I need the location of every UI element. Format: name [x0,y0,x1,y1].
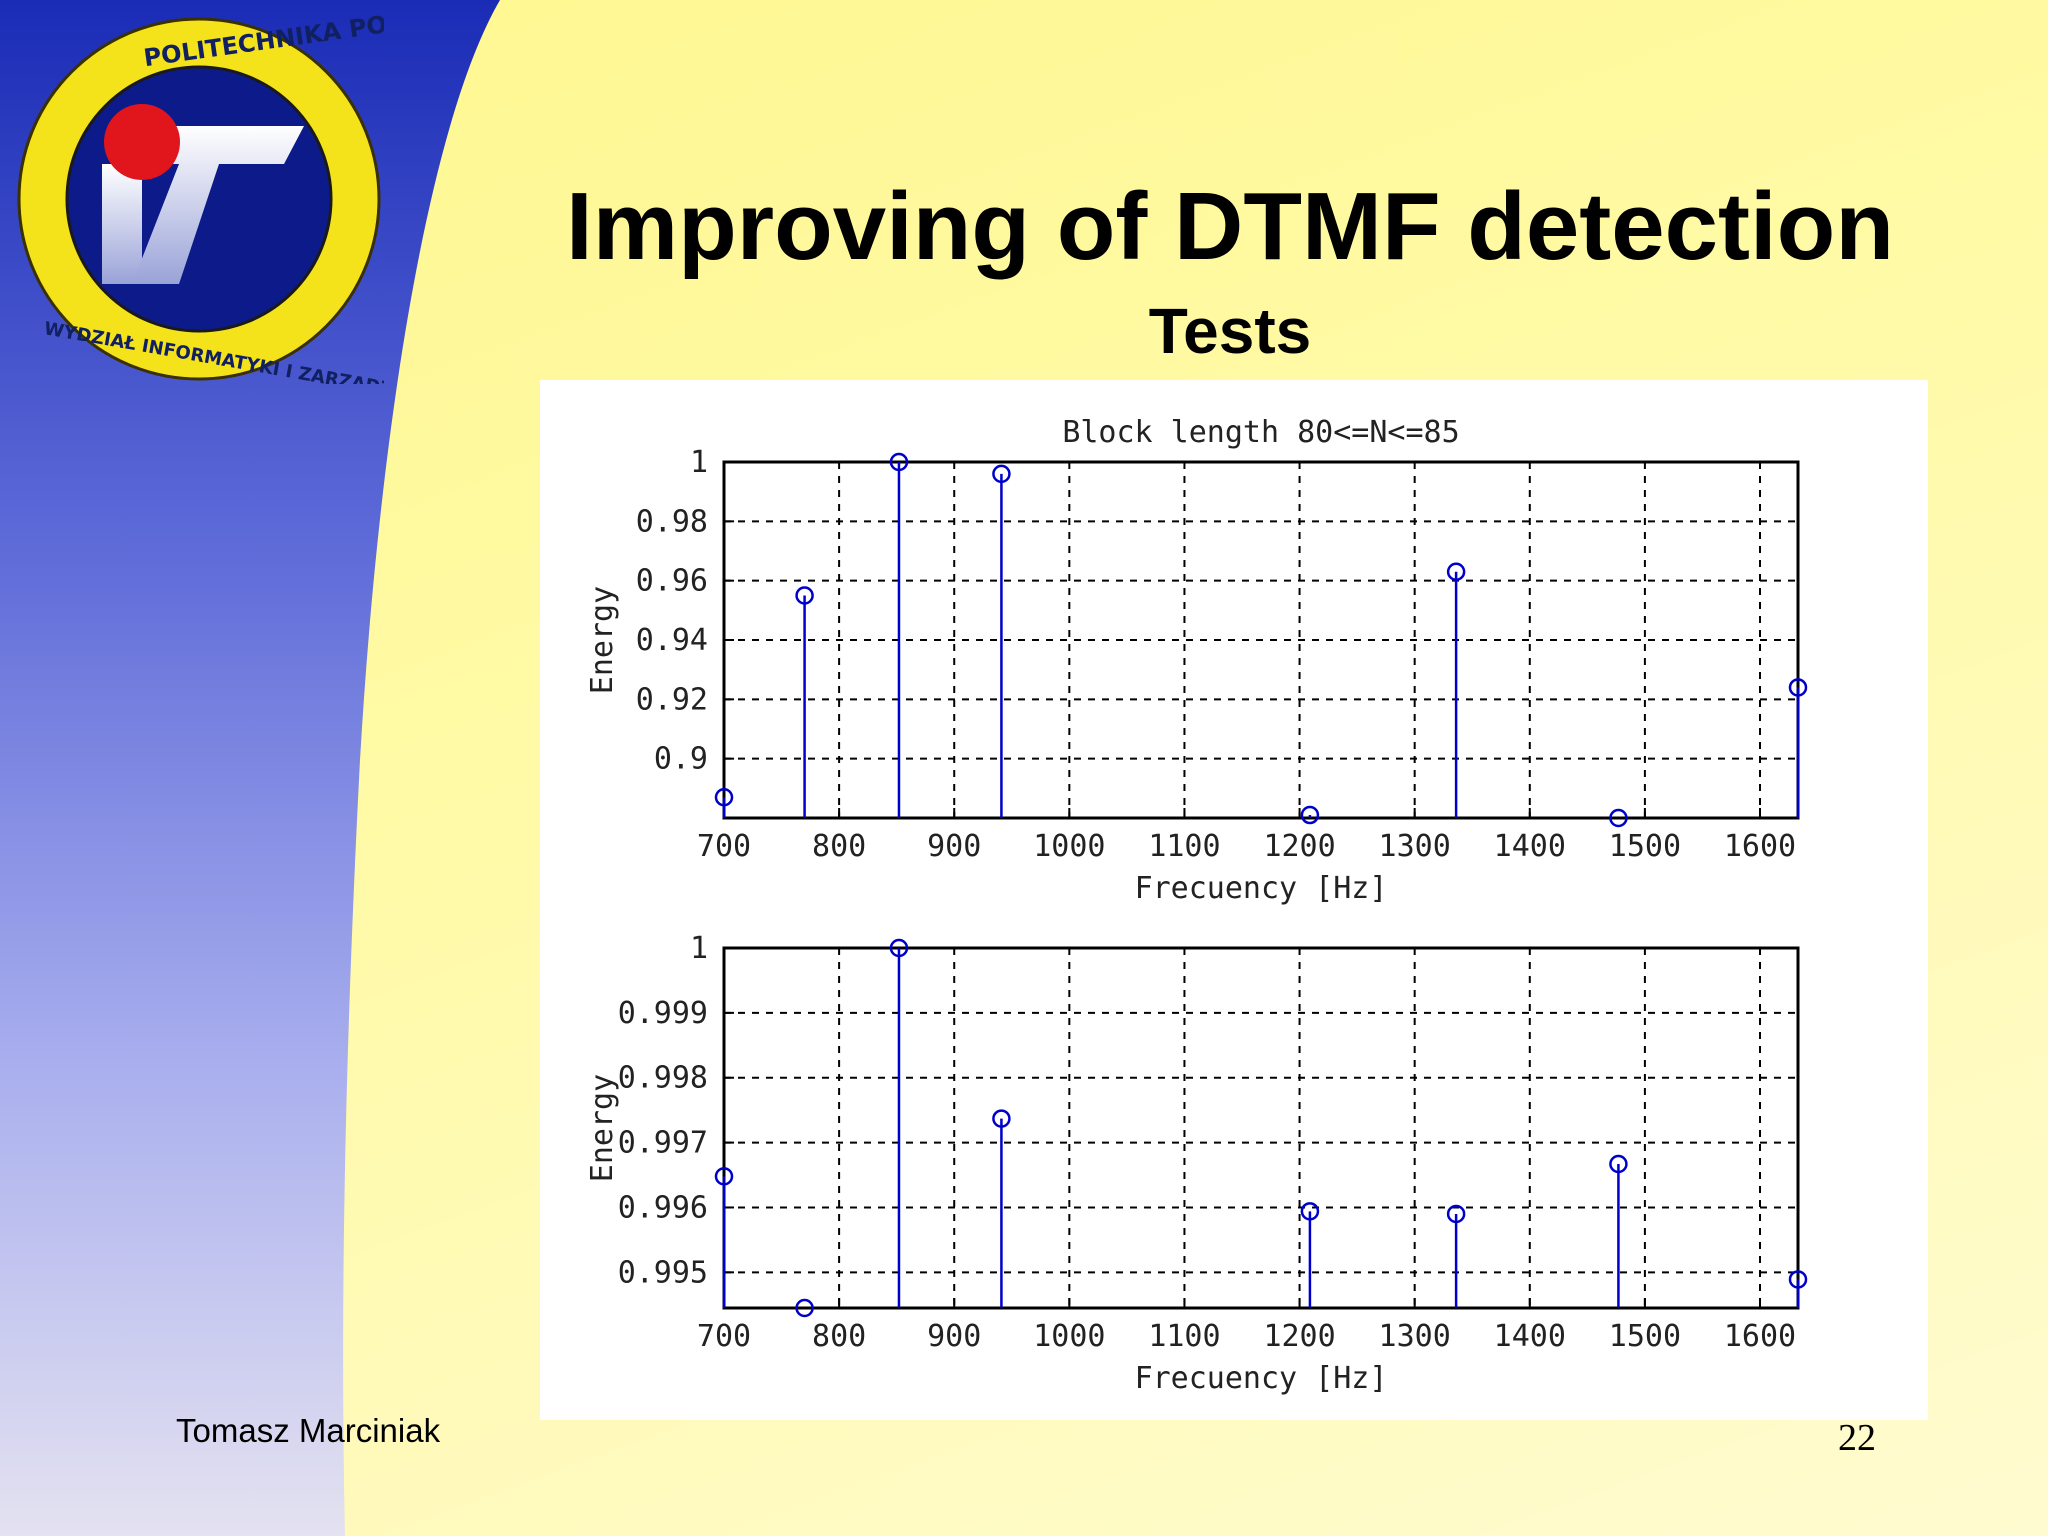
panel1-stem-marker [1609,808,1628,828]
panel1-x-tick-label: 1300 [1379,829,1451,864]
panel1-y-tick-label: 0.94 [636,623,708,658]
panel2-stem-marker [795,1298,814,1318]
panel1-x-tick-label: 700 [697,829,751,864]
panel2-stem-marker [1446,1204,1466,1224]
panel2-x-tick-label: 1000 [1033,1319,1105,1354]
page-number: 22 [1838,1417,1876,1459]
panel1-x-tick-label: 900 [927,829,981,864]
panel1-y-tick-label: 1 [690,445,708,480]
panel1-stem-marker [714,787,734,807]
panel2-x-tick-label: 1300 [1379,1319,1451,1354]
panel1-chart-title: Block length 80<=N<=85 [1062,415,1459,450]
panel1-y-tick-label: 0.96 [636,564,708,599]
panel2-x-tick-label: 1500 [1609,1319,1681,1354]
panel1-x-tick-label: 1500 [1609,829,1681,864]
panel2-x-tick-label: 700 [697,1319,751,1354]
panel1-y-tick-label: 0.98 [636,504,708,539]
panel2-stem-marker [889,938,909,958]
panel2-y-tick-label: 0.995 [618,1255,708,1290]
panel1-stem-marker [1446,562,1466,582]
panel2-y-axis-label: Energy [585,1074,620,1182]
panel1-stem-marker [1300,805,1320,825]
panel2-stem-marker [1609,1154,1628,1174]
panel1-x-tick-label: 1100 [1148,829,1220,864]
author-name: Tomasz Marciniak [176,1412,441,1449]
panel2-x-tick-label: 800 [812,1319,866,1354]
panel1-y-tick-label: 0.9 [654,742,708,777]
panel2-x-tick-label: 1600 [1724,1319,1796,1354]
panel2-stem-marker [1788,1270,1808,1289]
slide-title: Improving of DTMF detection [566,173,1894,280]
panel1-x-axis-label: Frecuency [Hz] [1135,871,1388,906]
panel2-y-tick-label: 0.997 [618,1126,708,1161]
panel1-x-tick-label: 1000 [1033,829,1105,864]
panel1-x-tick-label: 800 [812,829,866,864]
panel2-x-tick-label: 1200 [1263,1319,1335,1354]
panel1-stem-marker [889,452,909,472]
panel1-stem-marker [795,586,814,605]
panel1-y-tick-label: 0.92 [636,682,708,717]
panel1-x-tick-label: 1400 [1494,829,1566,864]
slide-subtitle: Tests [1148,295,1312,367]
logo-red-dot [104,104,180,180]
panel2-y-tick-label: 0.998 [618,1061,708,1096]
panel2-axes-box [722,946,1800,1310]
panel2-x-tick-label: 900 [927,1319,981,1354]
panel2-stem-marker [1300,1202,1320,1221]
panel2-y-tick-label: 1 [690,931,708,966]
chart-figure: 700 800 900 1000 1100 1200 1300 1400 1500 1600 0.9… [540,380,1928,1420]
panel2-stem-marker [992,1109,1011,1128]
panel2-y-tick-label: 0.996 [618,1190,708,1225]
panel2-x-tick-label: 1100 [1148,1319,1220,1354]
panel2-y-tick-label: 0.999 [618,996,708,1031]
panel1-stem-marker [1788,678,1808,697]
university-logo: POLITECHNIKA POZNAŃSKA WYDZIAŁ INFORMATY… [17,14,384,384]
panel2-x-axis-label: Frecuency [Hz] [1135,1361,1388,1396]
panel1-stem-marker [992,464,1011,484]
panel2-x-tick-label: 1400 [1494,1319,1566,1354]
chart-svg: 700 800 900 1000 1100 1200 1300 1400 1500 1600 0.9… [585,415,1808,1396]
panel1-y-axis-label: Energy [585,586,620,694]
panel1-x-tick-label: 1600 [1724,829,1796,864]
panel1-x-tick-label: 1200 [1263,829,1335,864]
panel2-stem-marker [714,1167,734,1186]
